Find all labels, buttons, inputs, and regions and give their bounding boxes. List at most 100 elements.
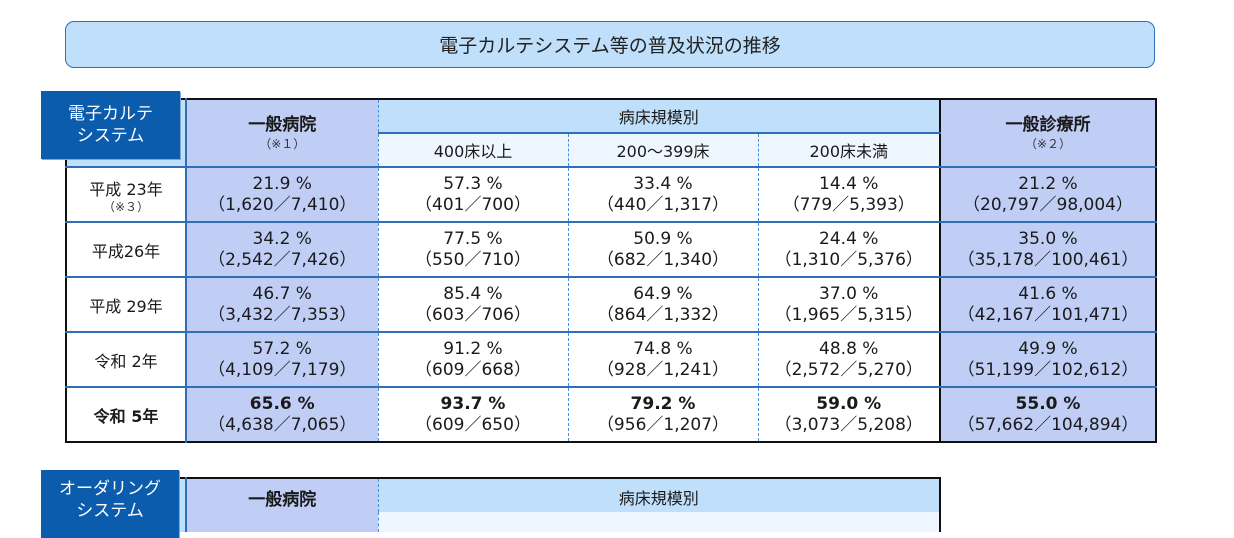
year-text: 令和 5年 [93,406,159,426]
fraction: （4,109／7,179） [208,359,357,380]
fraction: （57,662／104,894） [957,414,1139,435]
header-bed-under-200: 200床未満 [758,133,940,168]
section-label-ordering: オーダリング システム [41,470,179,538]
emr-adoption-table: 一般病院 （※１） 病床規模別 一般診療所 （※２） 400床以上 200～39… [65,98,1157,443]
pct: 21.2 % [1018,173,1078,194]
header-general-hospital: 一般病院 （※１） [186,99,379,168]
cell-bed-under-200: 59.0 % （3,073／5,208） [758,387,940,442]
fraction: （3,073／5,208） [774,414,923,435]
fraction: （1,310／5,376） [774,249,923,270]
ordering-adoption-table: 一般病院 病床規模別 [65,477,941,532]
section-label-line2: システム [76,501,144,521]
pct: 46.7 % [252,283,312,304]
pct: 93.7 % [440,393,506,414]
fraction: （1,965／5,315） [774,304,923,325]
fraction: （51,199／102,612） [957,359,1139,380]
cell-bed-200-399: 79.2 % （956／1,207） [568,387,759,442]
page-title: 電子カルテシステム等の普及状況の推移 [65,21,1155,68]
section-label-line1: 電子カルテ [68,104,153,124]
pct: 57.3 % [443,173,503,194]
cell-bed-200-399: 74.8 % （928／1,241） [568,332,759,388]
pct: 33.4 % [633,173,693,194]
fraction: （2,572／5,270） [774,359,923,380]
header-bed-200-399: 200～399床 [568,133,759,168]
header-bed-400-plus: 400床以上 [378,133,569,168]
table-row: 令和 2年 57.2 % （4,109／7,179） 91.2 % （609／6… [66,332,1156,388]
table-row: 平成 23年 （※３） 21.9 % （1,620／7,410） 57.3 % … [66,167,1156,223]
pct: 50.9 % [633,228,693,249]
pct: 37.0 % [819,283,879,304]
cell-general-clinic: 55.0 % （57,662／104,894） [939,387,1156,442]
fraction: （20,797／98,004） [963,194,1133,215]
pct: 48.8 % [819,338,879,359]
header-note: （※２） [1024,137,1072,151]
fraction: （603／706） [415,304,531,325]
header-title: 一般診療所 [1005,115,1091,135]
pct: 91.2 % [443,338,503,359]
cell-general-hospital: 21.9 % （1,620／7,410） [186,167,379,223]
fraction: （609／650） [415,414,531,435]
cell-bed-under-200: 14.4 % （779／5,393） [758,167,940,223]
fraction: （779／5,393） [782,194,915,215]
fraction: （401／700） [415,194,531,215]
year-text: 平成26年 [91,241,161,261]
fraction: （682／1,340） [596,249,730,270]
header-sub-row [378,512,940,532]
pct: 74.8 % [633,338,693,359]
pct: 49.9 % [1018,338,1078,359]
cell-bed-400-plus: 57.3 % （401／700） [378,167,569,223]
pct: 65.6 % [249,393,315,414]
row-label-year: 平成 29年 [66,277,187,333]
pct: 57.2 % [252,338,312,359]
row-label-year: 平成26年 [66,222,187,278]
header-title: 一般病院 [248,490,317,510]
header-general-hospital: 一般病院 [186,478,379,532]
fraction: （1,620／7,410） [208,194,357,215]
pct: 77.5 % [443,228,503,249]
fraction: （3,432／7,353） [208,304,357,325]
cell-bed-400-plus: 77.5 % （550／710） [378,222,569,278]
fraction: （928／1,241） [596,359,730,380]
pct: 59.0 % [816,393,882,414]
year-note: （※３） [102,199,150,214]
cell-bed-200-399: 64.9 % （864／1,332） [568,277,759,333]
section-label-line2: システム [76,126,145,146]
pct: 85.4 % [443,283,503,304]
cell-general-hospital: 34.2 % （2,542／7,426） [186,222,379,278]
fraction: （4,638／7,065） [208,414,357,435]
table-row: 平成 29年 46.7 % （3,432／7,353） 85.4 % （603／… [66,277,1156,333]
fraction: （35,178／100,461） [957,249,1139,270]
fraction: （440／1,317） [596,194,730,215]
cell-bed-200-399: 50.9 % （682／1,340） [568,222,759,278]
section-label-emr: 電子カルテ システム [41,91,180,159]
year-text: 令和 2年 [94,351,158,371]
year-text: 平成 29年 [89,296,163,316]
cell-general-clinic: 41.6 % （42,167／101,471） [939,277,1156,333]
cell-general-clinic: 49.9 % （51,199／102,612） [939,332,1156,388]
pct: 21.9 % [252,173,312,194]
cell-bed-400-plus: 91.2 % （609／668） [378,332,569,388]
pct: 64.9 % [633,283,693,304]
cell-general-hospital: 46.7 % （3,432／7,353） [186,277,379,333]
row-label-year: 令和 5年 [66,387,187,442]
row-label-year: 平成 23年 （※３） [66,167,187,223]
cell-bed-200-399: 33.4 % （440／1,317） [568,167,759,223]
fraction: （2,542／7,426） [208,249,357,270]
table-row: 平成26年 34.2 % （2,542／7,426） 77.5 % （550／7… [66,222,1156,278]
header-note: （※１） [259,137,306,151]
cell-general-hospital: 65.6 % （4,638／7,065） [186,387,379,442]
pct: 41.6 % [1018,283,1078,304]
header-title: 一般病院 [248,115,317,135]
cell-bed-under-200: 48.8 % （2,572／5,270） [758,332,940,388]
cell-general-clinic: 21.2 % （20,797／98,004） [939,167,1156,223]
fraction: （864／1,332） [596,304,730,325]
header-general-clinic: 一般診療所 （※２） [939,99,1156,168]
cell-bed-under-200: 24.4 % （1,310／5,376） [758,222,940,278]
fraction: （550／710） [415,249,531,270]
fraction: （42,167／101,471） [957,304,1139,325]
year-text: 平成 23年 [89,179,163,199]
header-bed-scale: 病床規模別 [378,99,940,134]
header-bed-scale: 病床規模別 [378,478,940,512]
fraction: （956／1,207） [596,414,730,435]
pct: 24.4 % [819,228,879,249]
